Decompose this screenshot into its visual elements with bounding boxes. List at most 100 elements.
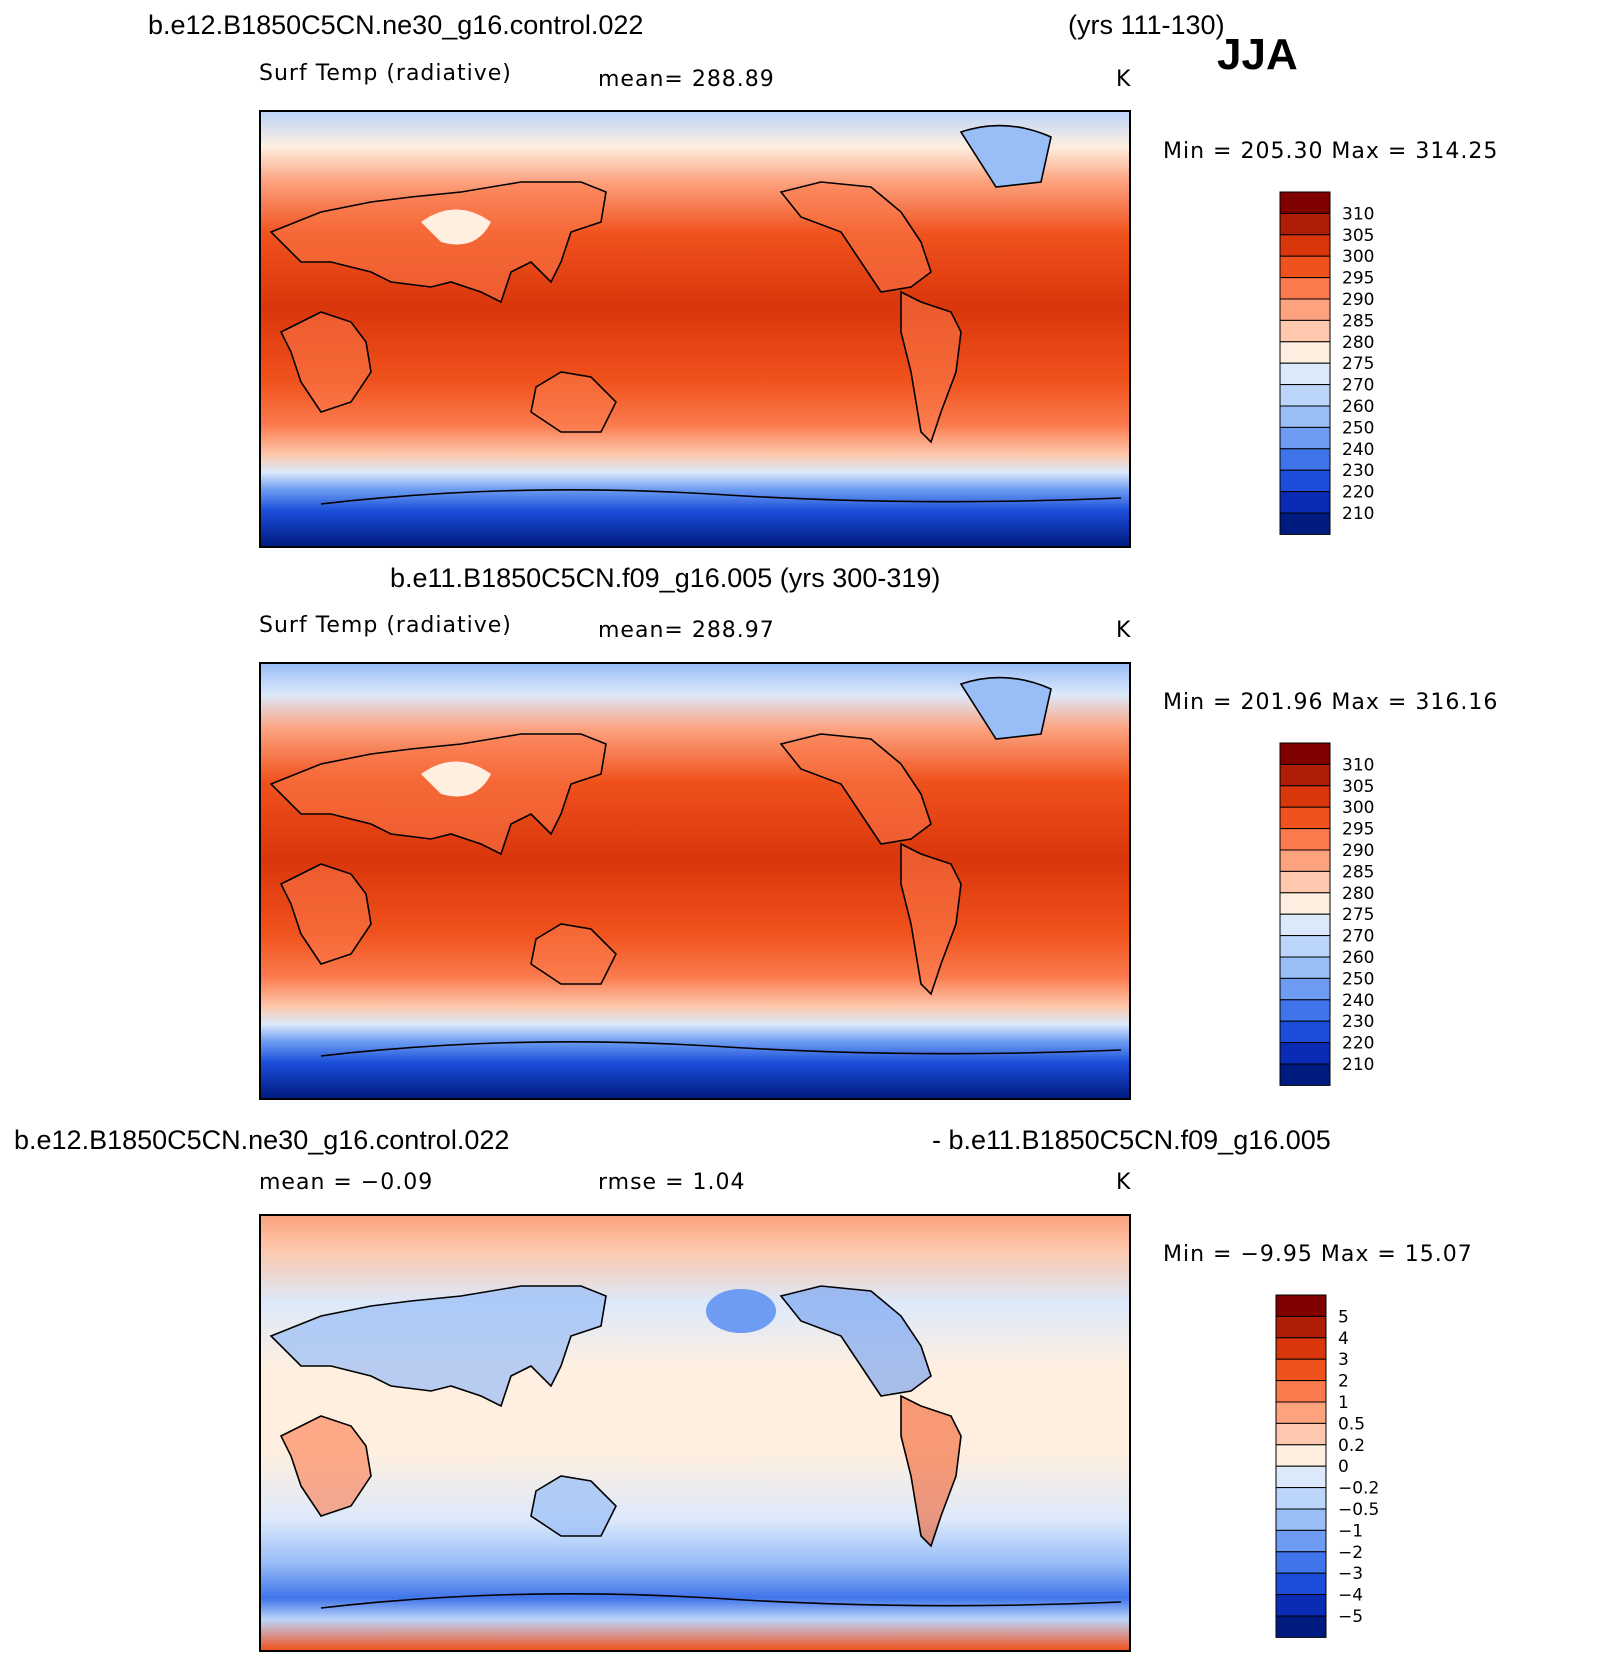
colorbar-swatch [1279, 384, 1331, 407]
diff-colorbar: 5 4 3 2 1 0.5 0.2 0 −0.2 −0.5 −1 −2 −3 −4 −5 [1275, 1294, 1396, 1641]
colorbar-label: 0.5 [1338, 1414, 1365, 1434]
colorbar-swatch [1279, 956, 1331, 979]
colorbar-label: 305 [1342, 226, 1374, 246]
top-variable-label: Surf Temp (radiative) [259, 61, 512, 86]
colorbar-label: 5 [1338, 1307, 1349, 1327]
diff-case-title: b.e12.B1850C5CN.ne30_g16.control.022 [14, 1125, 510, 1155]
top-map-svg [261, 112, 1129, 546]
colorbar-swatch [1275, 1444, 1327, 1467]
colorbar-swatch [1279, 1042, 1331, 1065]
colorbar-label: 230 [1342, 461, 1374, 481]
colorbar-swatch [1275, 1594, 1327, 1617]
colorbar-swatch [1279, 212, 1331, 236]
colorbar-swatch [1275, 1422, 1327, 1446]
colorbar-swatch [1279, 448, 1331, 471]
colorbar-swatch [1279, 319, 1331, 343]
colorbar-swatch [1279, 806, 1331, 830]
diff-minmax-label: Min = −9.95 Max = 15.07 [1163, 1242, 1473, 1267]
colorbar-label: 275 [1342, 354, 1374, 374]
middle-units-label: K [1116, 618, 1132, 643]
colorbar-swatch [1279, 999, 1331, 1022]
colorbar-swatch [1279, 405, 1331, 428]
colorbar-swatch [1279, 742, 1331, 765]
colorbar-label: 1 [1338, 1393, 1349, 1413]
colorbar-swatch [1279, 870, 1331, 894]
colorbar-label: 280 [1342, 333, 1374, 353]
colorbar-swatch [1279, 469, 1331, 493]
colorbar-swatch [1279, 828, 1331, 851]
diff-minus-case-title: - b.e11.B1850C5CN.f09_g16.005 [932, 1125, 1331, 1155]
middle-case-title: b.e11.B1850C5CN.f09_g16.005 (yrs 300-319… [390, 563, 941, 593]
colorbar-label: 230 [1342, 1012, 1374, 1032]
colorbar-swatch [1279, 763, 1331, 787]
middle-colorbar: 310 305 300 295 290 285 280 275 270 260 250 240 230 2… [1279, 742, 1400, 1089]
colorbar-label: 270 [1342, 376, 1374, 396]
colorbar-swatch [1279, 1020, 1331, 1044]
colorbar-swatch [1279, 892, 1331, 915]
colorbar-swatch [1275, 1508, 1327, 1531]
colorbar-swatch [1279, 913, 1331, 937]
colorbar-swatch [1275, 1572, 1327, 1596]
colorbar-label: 285 [1342, 862, 1374, 882]
colorbar-label: −4 [1338, 1586, 1363, 1606]
colorbar-swatch [1279, 512, 1331, 535]
diff-units-label: K [1116, 1170, 1132, 1195]
colorbar-swatch [1279, 785, 1331, 808]
colorbar-label: 295 [1342, 820, 1374, 840]
colorbar-swatch [1275, 1380, 1327, 1403]
colorbar-label: −3 [1338, 1564, 1363, 1584]
middle-mean-label: mean= 288.97 [598, 618, 775, 643]
colorbar-swatch [1279, 298, 1331, 321]
top-units-label: K [1116, 67, 1132, 92]
colorbar-swatch [1275, 1615, 1327, 1638]
colorbar-label: 260 [1342, 397, 1374, 417]
colorbar-label: 220 [1342, 1034, 1374, 1054]
colorbar-label: −0.5 [1338, 1500, 1379, 1520]
colorbar-label: 260 [1342, 948, 1374, 968]
colorbar-swatch [1275, 1315, 1327, 1339]
colorbar-label: 210 [1342, 1055, 1374, 1075]
colorbar-label: 250 [1342, 418, 1374, 438]
colorbar-label: 310 [1342, 204, 1374, 224]
colorbar-label: 275 [1342, 905, 1374, 925]
colorbar-label: −1 [1338, 1521, 1363, 1541]
colorbar-swatch [1275, 1294, 1327, 1317]
colorbar-label: 290 [1342, 290, 1374, 310]
colorbar-label: 280 [1342, 884, 1374, 904]
top-colorbar: 310 305 300 295 290 285 280 275 270 260 250 240 230 2… [1279, 191, 1400, 538]
colorbar-label: 210 [1342, 504, 1374, 524]
colorbar-swatch [1275, 1337, 1327, 1360]
colorbar-swatch [1275, 1529, 1327, 1553]
colorbar-swatch [1279, 977, 1331, 1001]
diff-map-svg [261, 1216, 1129, 1650]
top-temperature-map [259, 110, 1131, 548]
top-colorbar-svg: 3103053002952902852802752702602502402302… [1279, 191, 1374, 535]
colorbar-label: 290 [1342, 841, 1374, 861]
colorbar-label: 250 [1342, 969, 1374, 989]
colorbar-label: 295 [1342, 269, 1374, 289]
colorbar-swatch [1279, 277, 1331, 300]
colorbar-label: 310 [1342, 755, 1374, 775]
middle-map-svg [261, 664, 1129, 1098]
colorbar-swatch [1275, 1401, 1327, 1424]
colorbar-label: 2 [1338, 1372, 1349, 1392]
top-minmax-label: Min = 205.30 Max = 314.25 [1163, 139, 1499, 164]
colorbar-swatch [1279, 191, 1331, 214]
colorbar-swatch [1279, 1063, 1331, 1086]
middle-variable-label: Surf Temp (radiative) [259, 613, 512, 638]
colorbar-label: 0 [1338, 1457, 1349, 1477]
middle-minmax-label: Min = 201.96 Max = 316.16 [1163, 690, 1499, 715]
colorbar-label: 220 [1342, 483, 1374, 503]
colorbar-swatch [1279, 255, 1331, 279]
colorbar-swatch [1279, 341, 1331, 364]
top-case-title: b.e12.B1850C5CN.ne30_g16.control.022 [148, 10, 644, 40]
colorbar-label: 3 [1338, 1350, 1349, 1370]
diff-temperature-map [259, 1214, 1131, 1652]
colorbar-label: −0.2 [1338, 1479, 1379, 1499]
colorbar-label: 240 [1342, 991, 1374, 1011]
colorbar-label: 305 [1342, 777, 1374, 797]
colorbar-label: −5 [1338, 1607, 1363, 1627]
colorbar-label: 300 [1342, 798, 1374, 818]
top-mean-label: mean= 288.89 [598, 67, 775, 92]
